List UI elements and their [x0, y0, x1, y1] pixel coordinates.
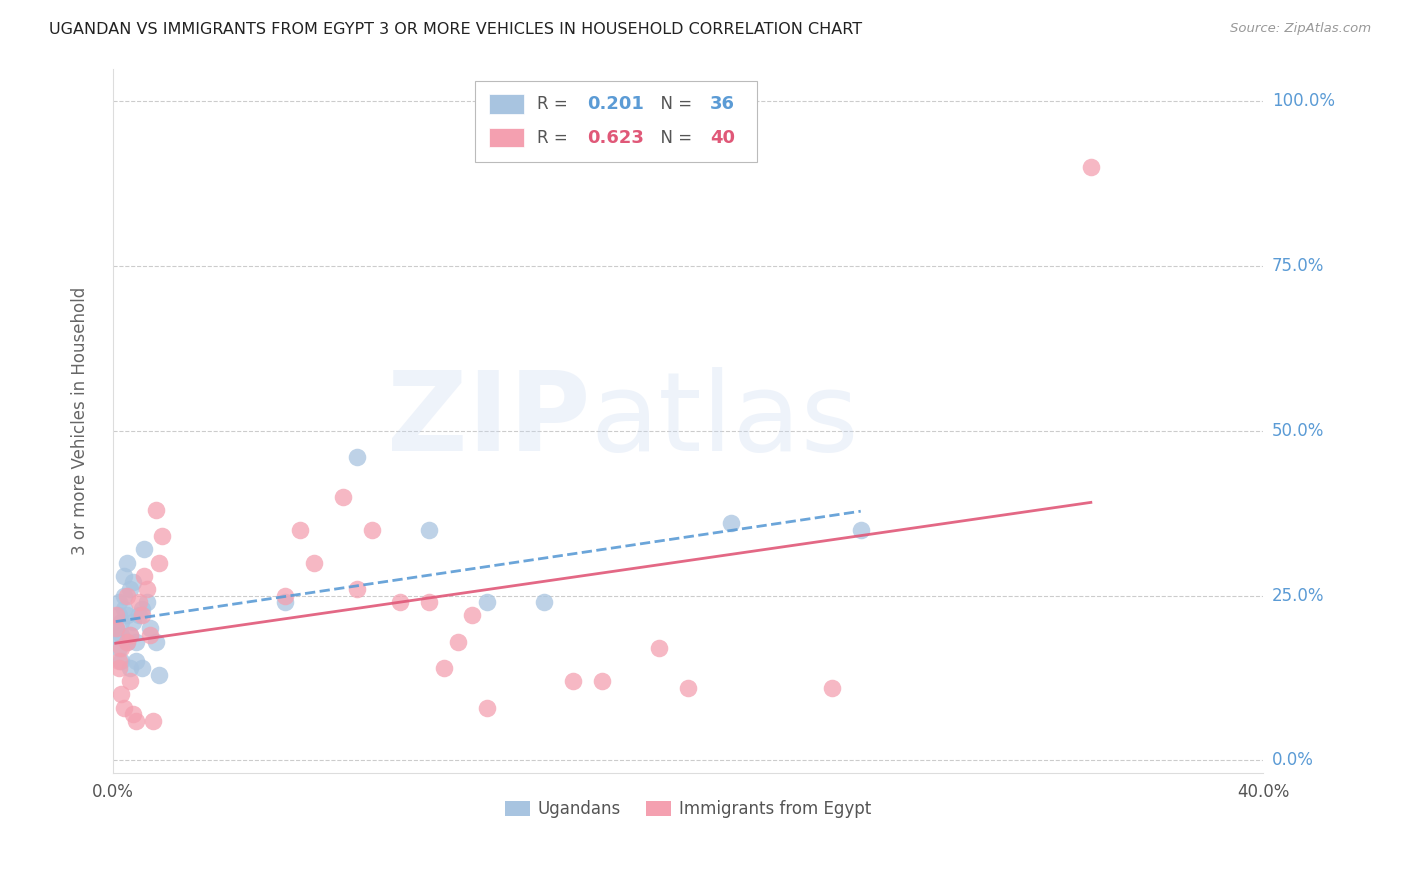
Point [720, 516, 742, 530]
Point [131, 661, 153, 675]
Point [145, 634, 167, 648]
Text: N =: N = [650, 95, 697, 112]
Point [107, 595, 129, 609]
Point [120, 582, 142, 596]
Point [107, 661, 129, 675]
Point [648, 641, 671, 656]
Point [274, 589, 297, 603]
Point [447, 634, 470, 648]
Text: 40: 40 [710, 128, 735, 146]
Point [288, 523, 311, 537]
Point [110, 615, 132, 629]
FancyBboxPatch shape [489, 94, 523, 113]
FancyBboxPatch shape [475, 81, 758, 162]
Text: UGANDAN VS IMMIGRANTS FROM EGYPT 3 OR MORE VEHICLES IN HOUSEHOLD CORRELATION CHA: UGANDAN VS IMMIGRANTS FROM EGYPT 3 OR MO… [49, 22, 862, 37]
Text: Source: ZipAtlas.com: Source: ZipAtlas.com [1230, 22, 1371, 36]
Point [1080, 161, 1102, 175]
Point [360, 523, 382, 537]
Point [112, 700, 135, 714]
Point [104, 628, 127, 642]
Point [676, 681, 699, 695]
Point [112, 569, 135, 583]
Point [148, 667, 170, 681]
Point [274, 595, 297, 609]
Text: 50.0%: 50.0% [1272, 422, 1324, 440]
Text: 0.0%: 0.0% [1272, 751, 1313, 769]
Point [418, 523, 440, 537]
Point [110, 687, 132, 701]
Point [110, 628, 132, 642]
Point [389, 595, 412, 609]
Text: 36: 36 [710, 95, 735, 112]
Point [122, 707, 145, 722]
Text: R =: R = [537, 128, 574, 146]
Point [125, 714, 148, 728]
Text: 0.201: 0.201 [586, 95, 644, 112]
Text: atlas: atlas [591, 368, 859, 475]
Point [346, 582, 368, 596]
Point [849, 523, 872, 537]
Point [134, 542, 156, 557]
Point [128, 608, 150, 623]
Point [107, 655, 129, 669]
Point [418, 595, 440, 609]
Point [142, 714, 165, 728]
Point [475, 700, 498, 714]
Point [110, 655, 132, 669]
Point [120, 674, 142, 689]
Text: R =: R = [537, 95, 574, 112]
Point [821, 681, 844, 695]
Point [104, 608, 127, 623]
Point [131, 608, 153, 623]
Point [115, 556, 138, 570]
Point [120, 628, 142, 642]
Point [107, 608, 129, 623]
Point [120, 628, 142, 642]
Point [332, 490, 354, 504]
Text: ZIP: ZIP [387, 368, 591, 475]
Y-axis label: 3 or more Vehicles in Household: 3 or more Vehicles in Household [72, 287, 89, 555]
Point [136, 595, 159, 609]
Point [112, 601, 135, 615]
Point [145, 503, 167, 517]
Point [112, 589, 135, 603]
Point [139, 628, 162, 642]
Text: N =: N = [650, 128, 697, 146]
Point [115, 608, 138, 623]
Point [125, 655, 148, 669]
Point [125, 634, 148, 648]
Point [120, 661, 142, 675]
Text: 100.0%: 100.0% [1272, 93, 1334, 111]
Point [122, 615, 145, 629]
Point [136, 582, 159, 596]
Point [346, 450, 368, 465]
Point [104, 622, 127, 636]
Point [150, 529, 173, 543]
Point [110, 641, 132, 656]
Point [131, 601, 153, 615]
Point [115, 589, 138, 603]
Point [562, 674, 585, 689]
Legend: Ugandans, Immigrants from Egypt: Ugandans, Immigrants from Egypt [498, 794, 879, 825]
Point [148, 556, 170, 570]
Text: 25.0%: 25.0% [1272, 587, 1324, 605]
Point [139, 622, 162, 636]
Point [115, 634, 138, 648]
Point [302, 556, 325, 570]
Point [128, 595, 150, 609]
Point [475, 595, 498, 609]
Point [122, 575, 145, 590]
Text: 0.623: 0.623 [586, 128, 644, 146]
Point [115, 634, 138, 648]
FancyBboxPatch shape [489, 128, 523, 147]
Point [433, 661, 456, 675]
Point [107, 641, 129, 656]
Point [104, 622, 127, 636]
Point [134, 569, 156, 583]
Point [591, 674, 613, 689]
Point [461, 608, 484, 623]
Text: 75.0%: 75.0% [1272, 257, 1324, 275]
Point [533, 595, 555, 609]
